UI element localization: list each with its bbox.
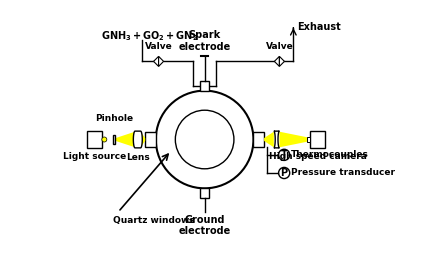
Polygon shape [274,131,279,148]
Polygon shape [158,56,164,66]
Text: Spark
electrode: Spark electrode [178,30,231,52]
Bar [200,188,209,198]
Polygon shape [141,132,145,147]
Polygon shape [264,132,274,147]
Text: Ground
electrode: Ground electrode [178,215,231,236]
Bar [200,81,209,91]
Text: Pinhole: Pinhole [95,114,133,123]
Bar [307,137,310,142]
Bar [145,132,156,147]
Bar [310,131,325,148]
Text: Quartz windows: Quartz windows [112,216,194,225]
Text: Pressure transducer: Pressure transducer [291,169,395,177]
Text: Thermocouples: Thermocouples [291,150,369,159]
Text: High speed camera: High speed camera [269,152,366,161]
Polygon shape [133,131,142,148]
Bar [87,131,102,148]
Polygon shape [153,56,158,66]
Text: Light source: Light source [63,152,126,161]
Text: P: P [281,168,288,178]
Text: Valve: Valve [145,42,173,51]
Text: Lens: Lens [126,153,150,162]
Circle shape [102,137,107,142]
Polygon shape [115,132,135,147]
Text: Valve: Valve [265,42,293,51]
Bar [113,135,115,145]
Polygon shape [279,132,307,147]
Text: $\mathbf{GNH_3 + GO_2 + GN_2}$: $\mathbf{GNH_3 + GO_2 + GN_2}$ [101,29,199,43]
Text: T: T [281,150,288,160]
Text: Exhaust: Exhaust [297,21,341,32]
Bar [253,132,264,147]
Polygon shape [274,56,279,66]
Polygon shape [279,56,285,66]
